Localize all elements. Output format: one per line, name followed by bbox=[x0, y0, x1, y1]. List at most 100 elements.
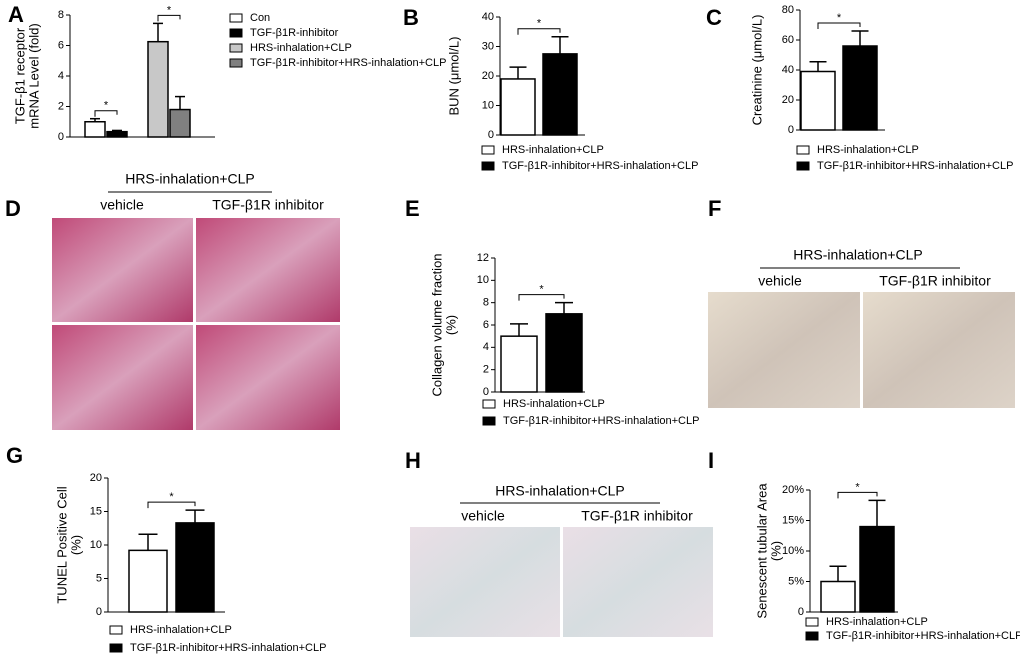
y-tick-label: 15% bbox=[782, 514, 804, 526]
image-label: vehicle bbox=[100, 197, 144, 213]
y-tick-label: 20 bbox=[90, 472, 102, 484]
legend-label: TGF-β1R-inhibitor+HRS-inhalation+CLP bbox=[817, 160, 1013, 172]
significance-mark: * bbox=[104, 100, 109, 112]
y-tick-label: 20% bbox=[782, 484, 804, 496]
y-tick-label: 5 bbox=[96, 572, 102, 584]
legend-swatch bbox=[481, 145, 495, 155]
y-tick-label: 6 bbox=[58, 39, 64, 51]
legend-swatch bbox=[109, 625, 123, 635]
y-tick-label: 15 bbox=[90, 505, 102, 517]
legend-swatch bbox=[229, 43, 243, 53]
micrograph bbox=[863, 292, 1015, 408]
legend-label: HRS-inhalation+CLP bbox=[250, 42, 352, 54]
significance-bracket bbox=[517, 28, 561, 35]
legend-swatch bbox=[482, 416, 496, 426]
legend-label: HRS-inhalation+CLP bbox=[130, 624, 232, 636]
y-tick-label: 10 bbox=[482, 99, 494, 111]
legend-swatch bbox=[229, 28, 243, 38]
y-axis-label: Creatinine (μmol/L) bbox=[749, 15, 764, 126]
y-tick-label: 2 bbox=[58, 100, 64, 112]
y-tick-label: 0 bbox=[483, 386, 489, 398]
bar bbox=[800, 70, 836, 131]
y-tick-label: 0 bbox=[788, 124, 794, 136]
y-tick-label: 80 bbox=[782, 4, 794, 16]
legend-label: HRS-inhalation+CLP bbox=[503, 398, 605, 410]
legend-swatch bbox=[796, 145, 810, 155]
significance-mark: * bbox=[167, 4, 172, 16]
panel-letter: B bbox=[403, 5, 419, 30]
panel-letter: A bbox=[8, 2, 24, 27]
micrograph bbox=[410, 527, 560, 637]
legend-label: TGF-β1R-inhibitor+HRS-inhalation+CLP bbox=[130, 642, 326, 654]
bar bbox=[169, 108, 191, 138]
legend-label: TGF-β1R-inhibitor+HRS-inhalation+CLP bbox=[250, 57, 446, 69]
micrograph bbox=[196, 325, 340, 430]
bar bbox=[106, 130, 128, 138]
significance-mark: * bbox=[537, 18, 542, 30]
bar bbox=[147, 40, 169, 138]
micrograph bbox=[196, 218, 340, 322]
panel-letter: G bbox=[6, 443, 23, 468]
y-axis-label: (%) bbox=[768, 541, 783, 561]
y-tick-label: 5% bbox=[788, 575, 804, 587]
legend-label: HRS-inhalation+CLP bbox=[817, 144, 919, 156]
bar bbox=[500, 78, 536, 136]
panel-letter: C bbox=[706, 5, 722, 30]
legend-label: TGF-β1R-inhibitor+HRS-inhalation+CLP bbox=[826, 630, 1020, 642]
bar bbox=[175, 522, 215, 613]
y-tick-label: 40 bbox=[782, 64, 794, 76]
image-label: TGF-β1R inhibitor bbox=[212, 197, 324, 213]
y-tick-label: 60 bbox=[782, 34, 794, 46]
panel-letter: H bbox=[405, 448, 421, 473]
y-tick-label: 12 bbox=[477, 252, 489, 264]
legend-label: HRS-inhalation+CLP bbox=[826, 616, 928, 628]
significance-bracket bbox=[518, 294, 565, 301]
legend-swatch bbox=[482, 399, 496, 409]
legend-swatch bbox=[109, 643, 123, 653]
panel-letter: E bbox=[405, 196, 420, 221]
y-tick-label: 20 bbox=[482, 70, 494, 82]
image-label: TGF-β1R inhibitor bbox=[581, 508, 693, 524]
y-axis-label: BUN (μmol/L) bbox=[446, 37, 461, 116]
y-tick-label: 8 bbox=[58, 9, 64, 21]
y-axis-label: Collagen volume fraction bbox=[429, 253, 444, 396]
significance-bracket bbox=[837, 491, 878, 499]
micrograph bbox=[708, 292, 860, 408]
bar bbox=[545, 313, 583, 393]
legend-swatch bbox=[481, 161, 495, 171]
y-tick-label: 8 bbox=[483, 297, 489, 309]
y-tick-label: 0 bbox=[58, 131, 64, 143]
y-axis-label: mRNA Level (fold) bbox=[26, 23, 41, 128]
significance-mark: * bbox=[855, 481, 860, 493]
significance-bracket bbox=[817, 22, 861, 29]
bar bbox=[128, 549, 168, 613]
image-label: vehicle bbox=[758, 273, 802, 289]
legend-label: TGF-β1R-inhibitor bbox=[250, 27, 339, 39]
group-label: HRS-inhalation+CLP bbox=[793, 247, 923, 263]
significance-bracket bbox=[94, 110, 118, 117]
y-axis-label: TUNEL Positive Cell bbox=[54, 486, 69, 603]
y-tick-label: 2 bbox=[483, 364, 489, 376]
y-tick-label: 4 bbox=[58, 70, 64, 82]
y-axis-label: TGF-β1 receptor bbox=[12, 27, 27, 124]
legend-swatch bbox=[796, 161, 810, 171]
y-axis-label: (%) bbox=[68, 535, 83, 555]
y-tick-label: 0 bbox=[96, 606, 102, 618]
micrograph bbox=[563, 527, 713, 637]
image-label: vehicle bbox=[461, 508, 505, 524]
significance-mark: * bbox=[837, 12, 842, 24]
legend-label: HRS-inhalation+CLP bbox=[502, 144, 604, 156]
bar bbox=[842, 45, 878, 131]
micrograph bbox=[52, 325, 193, 430]
micrograph bbox=[52, 218, 193, 322]
y-tick-label: 10 bbox=[90, 539, 102, 551]
legend-label: TGF-β1R-inhibitor+HRS-inhalation+CLP bbox=[502, 160, 698, 172]
bar bbox=[500, 335, 538, 393]
bar bbox=[84, 121, 106, 138]
y-tick-label: 6 bbox=[483, 319, 489, 331]
bar bbox=[542, 53, 578, 136]
significance-bracket bbox=[157, 14, 181, 22]
y-tick-label: 40 bbox=[482, 11, 494, 23]
y-tick-label: 4 bbox=[483, 341, 489, 353]
